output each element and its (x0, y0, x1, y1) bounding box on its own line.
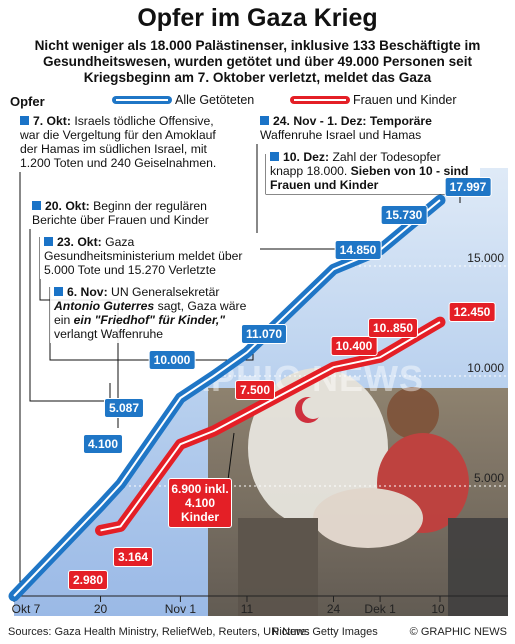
value-label-all: 11.070 (240, 324, 288, 344)
bullet-icon (20, 116, 29, 125)
value-label-all: 17.997 (444, 177, 492, 197)
bullet-icon (270, 152, 279, 161)
y-tick-label: 5.000 (473, 471, 504, 485)
value-label-women: 10..850 (367, 318, 419, 338)
legend-women-label: Frauen und Kinder (353, 93, 457, 107)
bullet-icon (260, 116, 269, 125)
value-label-women: 3.164 (112, 547, 154, 567)
legend-all-line (112, 96, 172, 104)
photo-credit: Picture: Getty Images (272, 626, 378, 638)
bullet-icon (44, 237, 53, 246)
chart-title: Opfer im Gaza Krieg (137, 4, 378, 32)
sources: Sources: Gaza Health Ministry, ReliefWeb… (8, 626, 310, 638)
annotation-oct23: 23. Okt: Gaza Gesundheitsministerium mel… (40, 233, 260, 279)
bullet-icon (32, 201, 41, 210)
value-label-women: 2.980 (67, 570, 109, 590)
value-label-all: 4.100 (82, 434, 124, 454)
callout-women-nov1: 6.900 inkl. 4.100 Kinder (168, 478, 232, 528)
value-label-all: 5.087 (103, 398, 145, 418)
value-label-all: 14.850 (334, 240, 382, 260)
copyright: © GRAPHIC NEWS (409, 626, 507, 638)
annotation-dec10: 10. Dez: Zahl der Todesopfer knapp 18.00… (266, 148, 480, 194)
legend-women-line (290, 96, 350, 104)
x-tick-label: 20 (93, 602, 108, 616)
bullet-icon (54, 287, 63, 296)
y-tick-label: 10.000 (467, 361, 504, 375)
y-tick-label: 15.000 (467, 251, 504, 265)
x-tick-label: Okt 7 (11, 602, 41, 616)
x-tick-label: Dek 1 (364, 602, 396, 616)
leader-callout (227, 432, 235, 481)
x-tick-label: 24 (326, 602, 341, 616)
x-tick-label: 10 (431, 602, 445, 616)
legend-all-label: Alle Getöteten (175, 93, 255, 107)
value-label-women: 7.500 (234, 380, 276, 400)
x-tick-label: 11 (240, 602, 254, 616)
y-axis-title: Opfer (10, 94, 45, 109)
value-label-women: 12.450 (448, 302, 496, 322)
annotation-nov6: 6. Nov: UN Generalsekretär Antonio Guter… (50, 283, 260, 343)
value-label-all: 15.730 (380, 205, 428, 225)
value-label-all: 10.000 (148, 350, 196, 370)
value-label-women: 10.400 (330, 336, 378, 356)
leader-oct20 (29, 199, 111, 402)
annotation-oct20: 20. Okt: Beginn der regulären Berichte ü… (28, 197, 242, 229)
series-women-line-highlight (100, 321, 441, 532)
annotation-oct7: 7. Okt: Israels tödliche Offensive, war … (16, 112, 228, 172)
annotation-nov24: 24. Nov - 1. Dez: Temporäre Waffenruhe I… (256, 112, 476, 144)
x-tick-label: Nov 1 (164, 602, 197, 616)
